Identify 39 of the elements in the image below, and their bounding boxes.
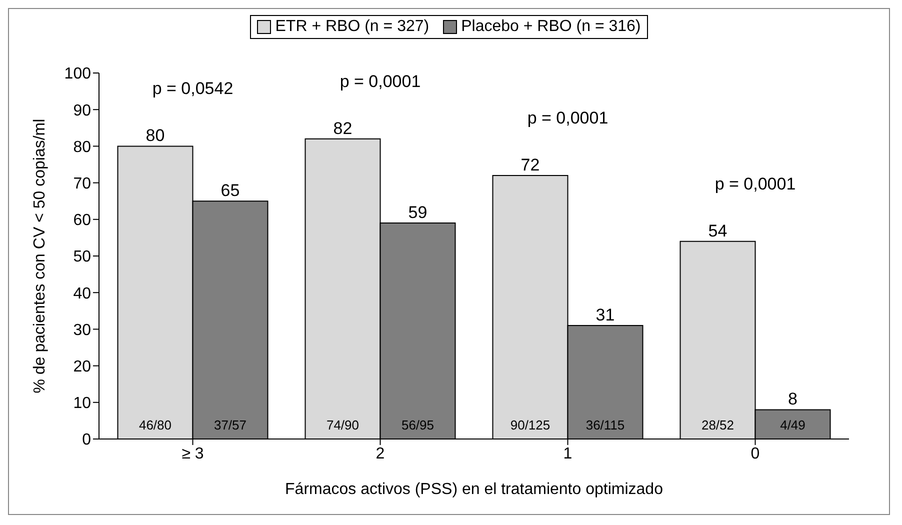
y-tick-label: 40	[73, 285, 92, 302]
y-axis-title: % de pacientes con CV < 50 copias/ml	[32, 118, 49, 394]
data-label: 31	[596, 306, 615, 325]
annotation: 46/80	[138, 418, 172, 433]
y-tick-label: 20	[73, 358, 92, 376]
data-label: 80	[146, 126, 165, 146]
annotation: p = 0,0542	[152, 79, 234, 98]
y-tick-label: 100	[64, 66, 92, 83]
legend-label: Placebo + RBO (n = 316)	[460, 18, 641, 36]
annotation: 90/125	[510, 418, 550, 433]
x-tick-label: ≥ 3	[182, 445, 204, 462]
data-label: 8	[788, 390, 798, 409]
annotation: 56/95	[401, 418, 434, 433]
y-tick-label: 60	[73, 212, 92, 230]
annotation: 36/115	[586, 418, 625, 433]
y-tick-label: 80	[73, 138, 92, 156]
data-label: 72	[520, 155, 540, 174]
x-tick-label: 0	[750, 445, 760, 462]
data-label: 54	[708, 221, 728, 240]
data-label: 65	[220, 181, 240, 200]
y-tick-label: 0	[82, 432, 92, 449]
y-tick-label: 10	[73, 395, 92, 412]
x-axis-title: Fármacos activos (PSS) en el tratamiento optimizado	[285, 481, 664, 498]
annotation: 37/57	[214, 418, 247, 433]
annotation: p = 0,0001	[714, 174, 796, 194]
annotation: p = 0,0001	[527, 108, 608, 128]
y-tick-label: 30	[73, 322, 92, 339]
legend-label: ETR + RBO (n = 327)	[274, 18, 430, 36]
y-tick-label: 50	[73, 248, 92, 266]
annotation: p = 0,0001	[340, 72, 421, 91]
y-tick-label: 70	[73, 175, 92, 192]
annotation: 74/90	[326, 418, 360, 433]
x-tick-label: 2	[376, 445, 385, 462]
annotation: 4/49	[780, 418, 806, 433]
data-label: 59	[408, 203, 428, 222]
x-tick-label: 1	[563, 445, 572, 462]
data-label: 82	[333, 118, 352, 138]
annotation: 28/52	[701, 418, 734, 433]
y-tick-label: 90	[73, 102, 92, 120]
